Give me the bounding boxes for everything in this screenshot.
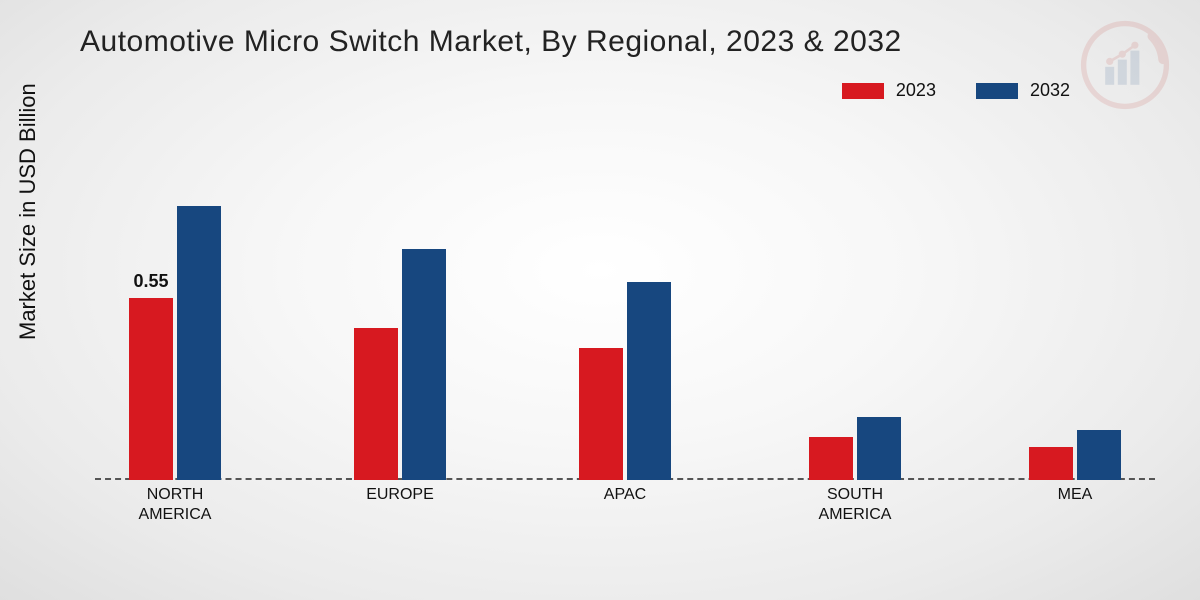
bar-group — [1015, 430, 1135, 480]
bar-group: 0.55 — [115, 206, 235, 480]
bar-value-label: 0.55 — [121, 271, 181, 292]
x-axis-category-label: APAC — [565, 485, 685, 505]
bar — [627, 282, 671, 480]
legend-label-2023: 2023 — [896, 80, 936, 101]
y-axis-label: Market Size in USD Billion — [15, 83, 41, 340]
chart-plot-area: 0.55 — [95, 150, 1155, 480]
legend-label-2032: 2032 — [1030, 80, 1070, 101]
legend-swatch-2032 — [976, 83, 1018, 99]
x-axis-category-label: MEA — [1015, 485, 1135, 505]
bar — [1029, 447, 1073, 480]
bar-group — [565, 282, 685, 480]
bar — [857, 417, 901, 480]
x-axis-labels: NORTHAMERICA EUROPE APAC SOUTHAMERICA MEA — [95, 485, 1155, 545]
bar — [1077, 430, 1121, 480]
legend-item-2023: 2023 — [842, 80, 936, 101]
x-axis-category-label: NORTHAMERICA — [115, 485, 235, 525]
bar — [809, 437, 853, 480]
bar — [177, 206, 221, 480]
bar — [354, 328, 398, 480]
chart-title: Automotive Micro Switch Market, By Regio… — [80, 25, 902, 59]
bar — [402, 249, 446, 480]
legend-item-2032: 2032 — [976, 80, 1070, 101]
bar-group — [795, 417, 915, 480]
legend: 2023 2032 — [842, 80, 1070, 101]
legend-swatch-2023 — [842, 83, 884, 99]
watermark-logo-icon — [1080, 20, 1170, 110]
bar — [129, 298, 173, 480]
x-axis-category-label: EUROPE — [340, 485, 460, 505]
bar-group — [340, 249, 460, 480]
bar — [579, 348, 623, 480]
x-axis-category-label: SOUTHAMERICA — [795, 485, 915, 525]
